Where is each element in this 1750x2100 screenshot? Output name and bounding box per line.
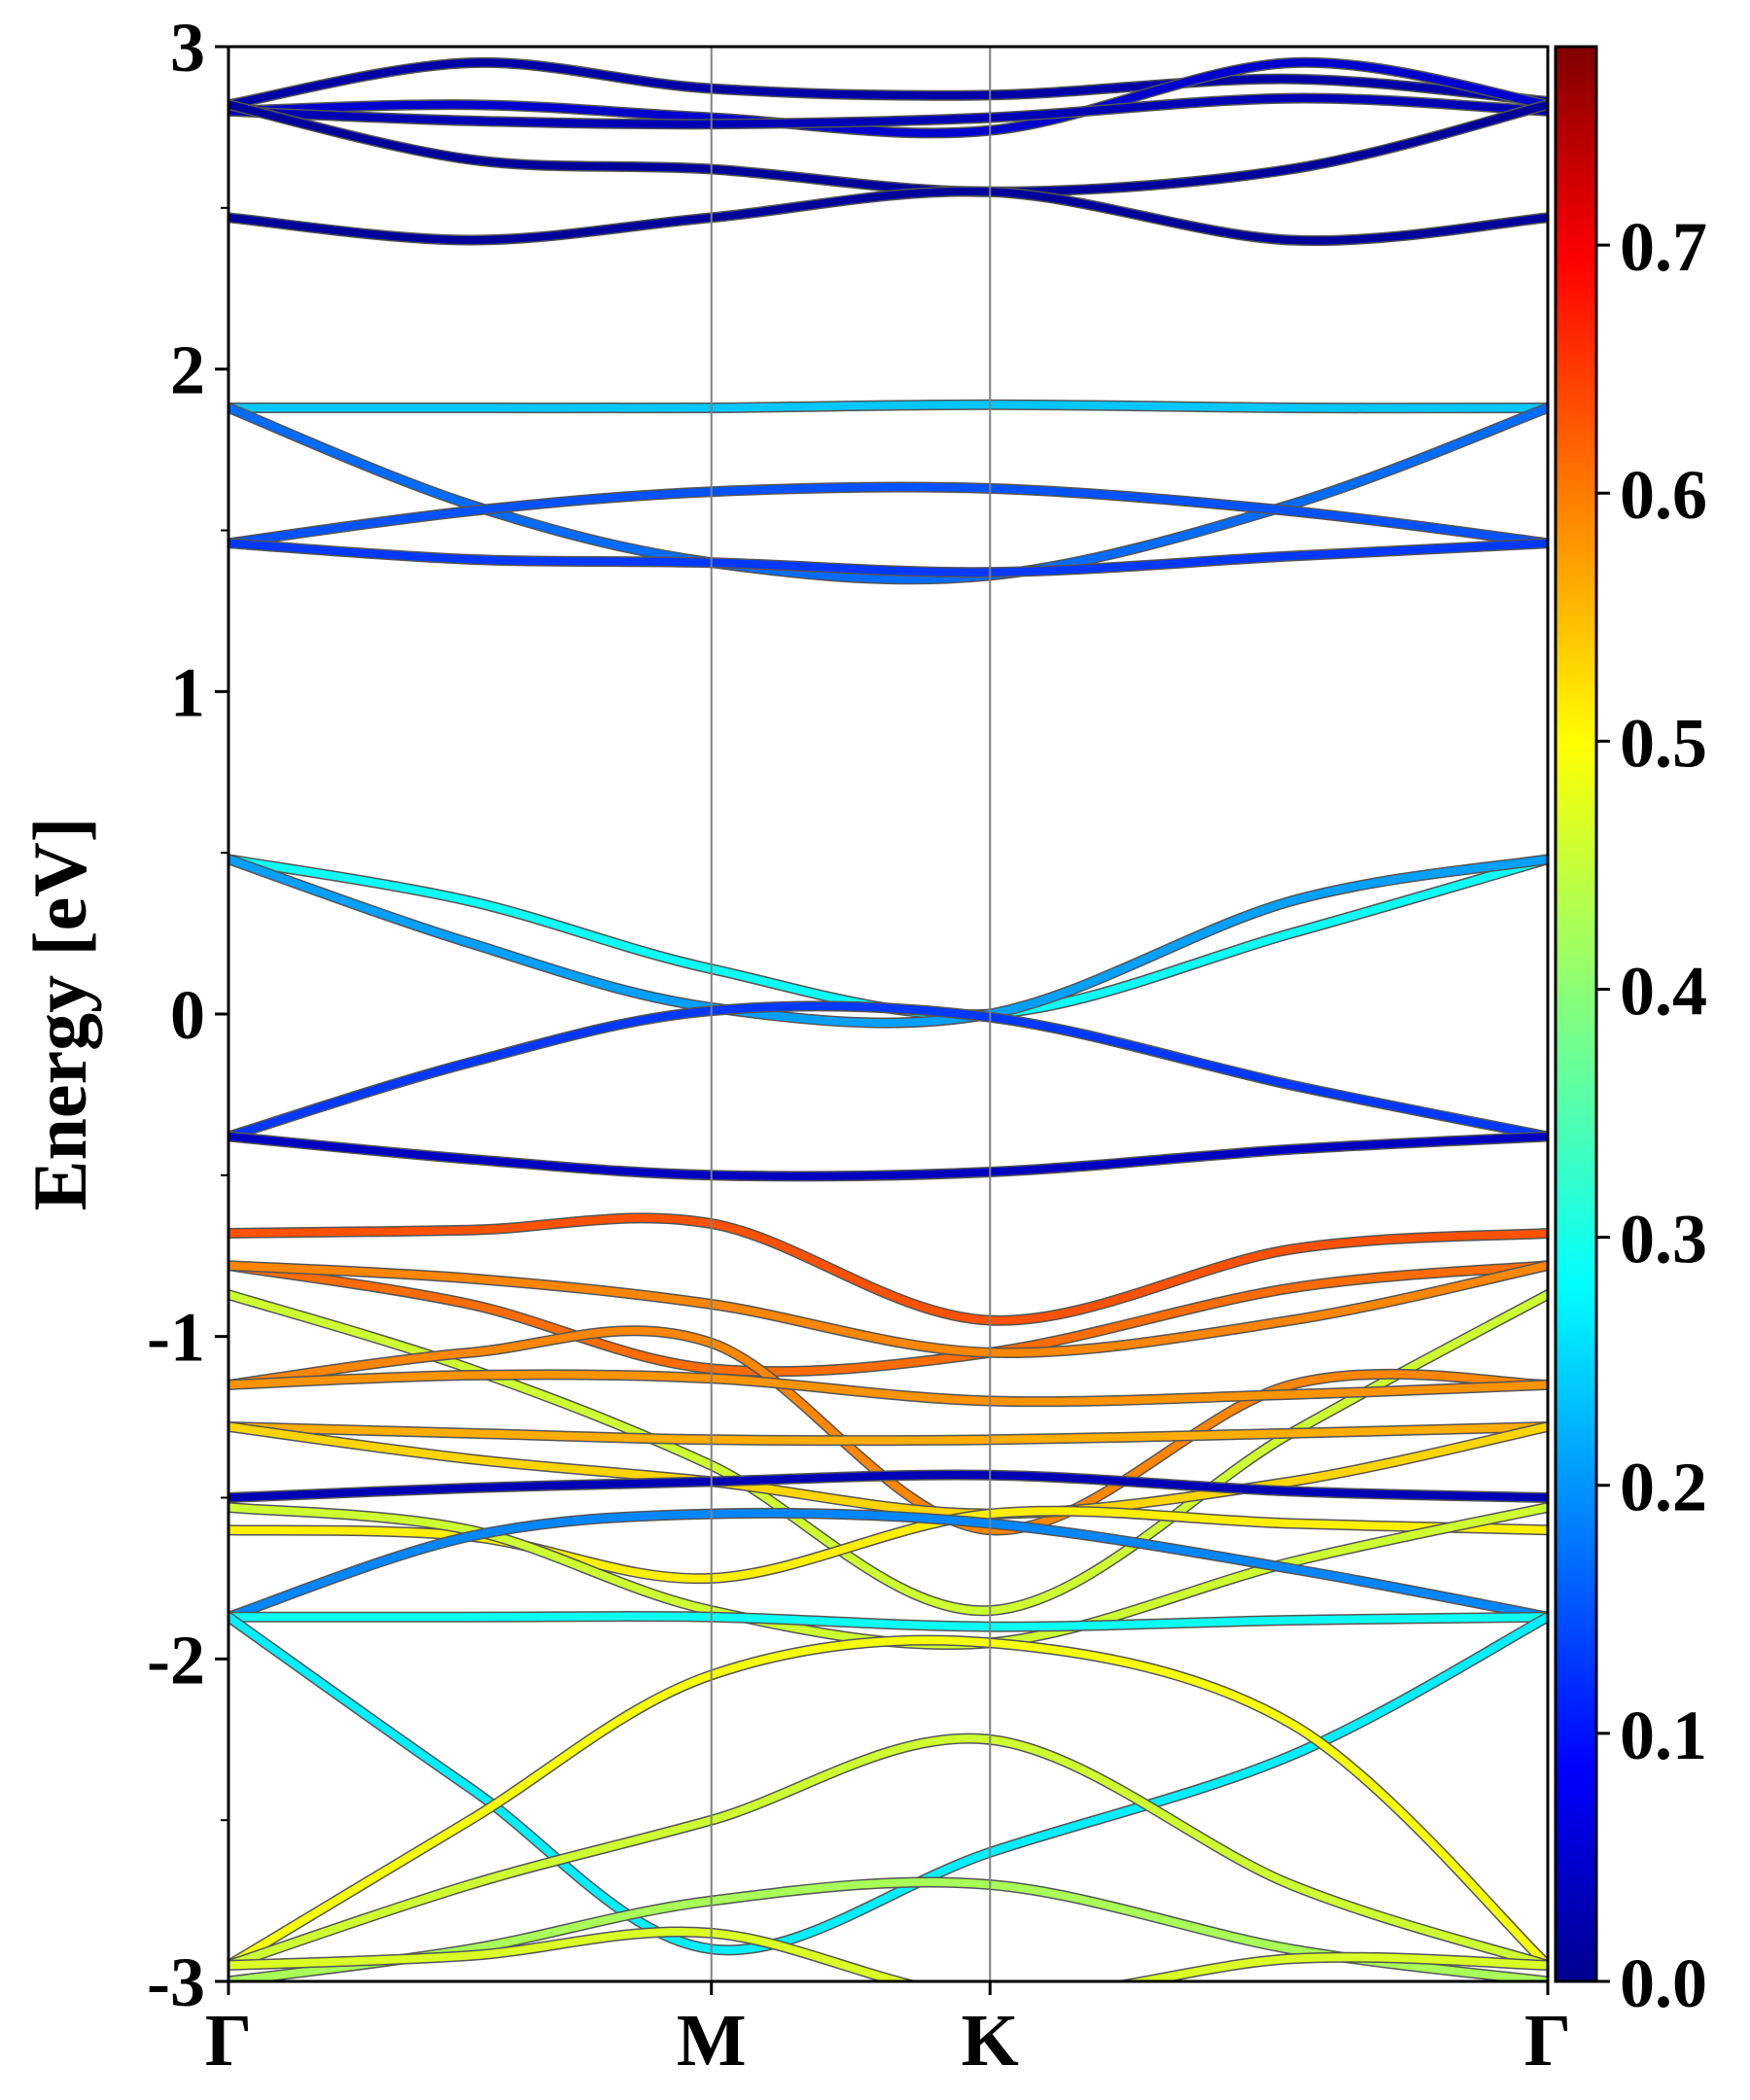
- band-v16: [228, 1507, 1548, 1623]
- y-tick-label: 2: [170, 332, 205, 409]
- y-tick-label: -3: [147, 1943, 205, 2021]
- band-c6: [228, 399, 1548, 414]
- x-tick-label: K: [962, 2000, 1019, 2082]
- x-tick-label: M: [677, 2000, 747, 2082]
- band-c3: [228, 92, 1548, 130]
- y-axis: 3 2 1 0 -1 -2 -3: [147, 9, 228, 2021]
- colorbar-ticks: 0.0 0.1 0.2 0.3 0.4 0.5 0.6 0.7: [1596, 208, 1707, 2022]
- y-tick-label: 0: [170, 976, 205, 1054]
- y-tick-label: -1: [147, 1299, 205, 1377]
- band-c6-line: [228, 401, 1548, 412]
- band-c9-line: [228, 539, 1548, 577]
- band-v5: [228, 1212, 1548, 1326]
- band-v10: [228, 1369, 1548, 1408]
- band-c1: [228, 56, 1548, 111]
- band-v20-line: [228, 1734, 1548, 1970]
- band-c2-line: [228, 58, 1548, 137]
- band-c4: [228, 99, 1548, 197]
- band-c5: [228, 186, 1548, 246]
- high-symmetry-lines: [710, 47, 992, 1981]
- band-v9: [228, 1325, 1548, 1536]
- band-v6-line: [228, 1261, 1548, 1376]
- band-v11-line: [228, 1422, 1548, 1445]
- band-v8-line: [228, 1290, 1548, 1615]
- band-v6: [228, 1260, 1548, 1378]
- colorbar-tick-label: 0.0: [1620, 1944, 1707, 2022]
- band-v7: [228, 1260, 1548, 1359]
- x-tick-label: Γ: [1524, 2000, 1571, 2082]
- band-c3-line: [228, 94, 1548, 128]
- band-v22: [228, 1926, 1548, 1981]
- band-c7: [228, 402, 1548, 585]
- band-v8: [228, 1289, 1548, 1617]
- band-c8-line: [228, 482, 1548, 547]
- band-c9: [228, 538, 1548, 578]
- band-c1-line: [228, 58, 1548, 109]
- band-v3-line: [228, 1002, 1548, 1140]
- band-v19-line: [228, 1636, 1548, 1970]
- band-v13-line: [228, 1471, 1548, 1502]
- band-v20: [228, 1732, 1548, 1971]
- band-v17-line: [228, 1612, 1548, 1631]
- colorbar: [1554, 45, 1598, 1983]
- y-axis-label: Energy [eV]: [18, 817, 102, 1210]
- colorbar-tick-label: 0.3: [1620, 1201, 1707, 1278]
- colorbar-tick-label: 0.1: [1620, 1697, 1707, 1774]
- band-v17: [228, 1610, 1548, 1632]
- colorbar-tick-label: 0.7: [1620, 208, 1707, 286]
- band-c8: [228, 481, 1548, 549]
- band-v4-line: [228, 1133, 1548, 1180]
- colorbar-tick-label: 0.4: [1620, 952, 1707, 1030]
- band-v2-line: [228, 855, 1548, 1028]
- band-c4-line: [228, 100, 1548, 196]
- band-c2: [228, 56, 1548, 139]
- band-v19: [228, 1634, 1548, 1971]
- colorbar-tick-label: 0.5: [1620, 704, 1707, 782]
- band-v16-line: [228, 1509, 1548, 1622]
- band-v10-line: [228, 1370, 1548, 1406]
- band-v4: [228, 1131, 1548, 1182]
- band-v13: [228, 1469, 1548, 1503]
- band-v12-line: [228, 1422, 1548, 1519]
- y-tick-label: 3: [170, 9, 205, 87]
- y-tick-label: -2: [147, 1621, 205, 1698]
- band-v7-line: [228, 1261, 1548, 1357]
- band-v9-line: [228, 1326, 1548, 1534]
- bands-layer: [228, 56, 1548, 1981]
- band-c7-line: [228, 403, 1548, 583]
- colorbar-tick-label: 0.2: [1620, 1449, 1707, 1526]
- band-v5-line: [228, 1213, 1548, 1325]
- y-tick-label: 1: [170, 653, 205, 731]
- band-c5-line: [228, 187, 1548, 245]
- x-tick-label: Γ: [205, 2000, 252, 2082]
- colorbar-tick-label: 0.6: [1620, 456, 1707, 534]
- band-v3: [228, 1000, 1548, 1142]
- band-v12: [228, 1421, 1548, 1520]
- band-v2: [228, 854, 1548, 1029]
- band-v22-line: [228, 1928, 1548, 1981]
- band-v11: [228, 1421, 1548, 1447]
